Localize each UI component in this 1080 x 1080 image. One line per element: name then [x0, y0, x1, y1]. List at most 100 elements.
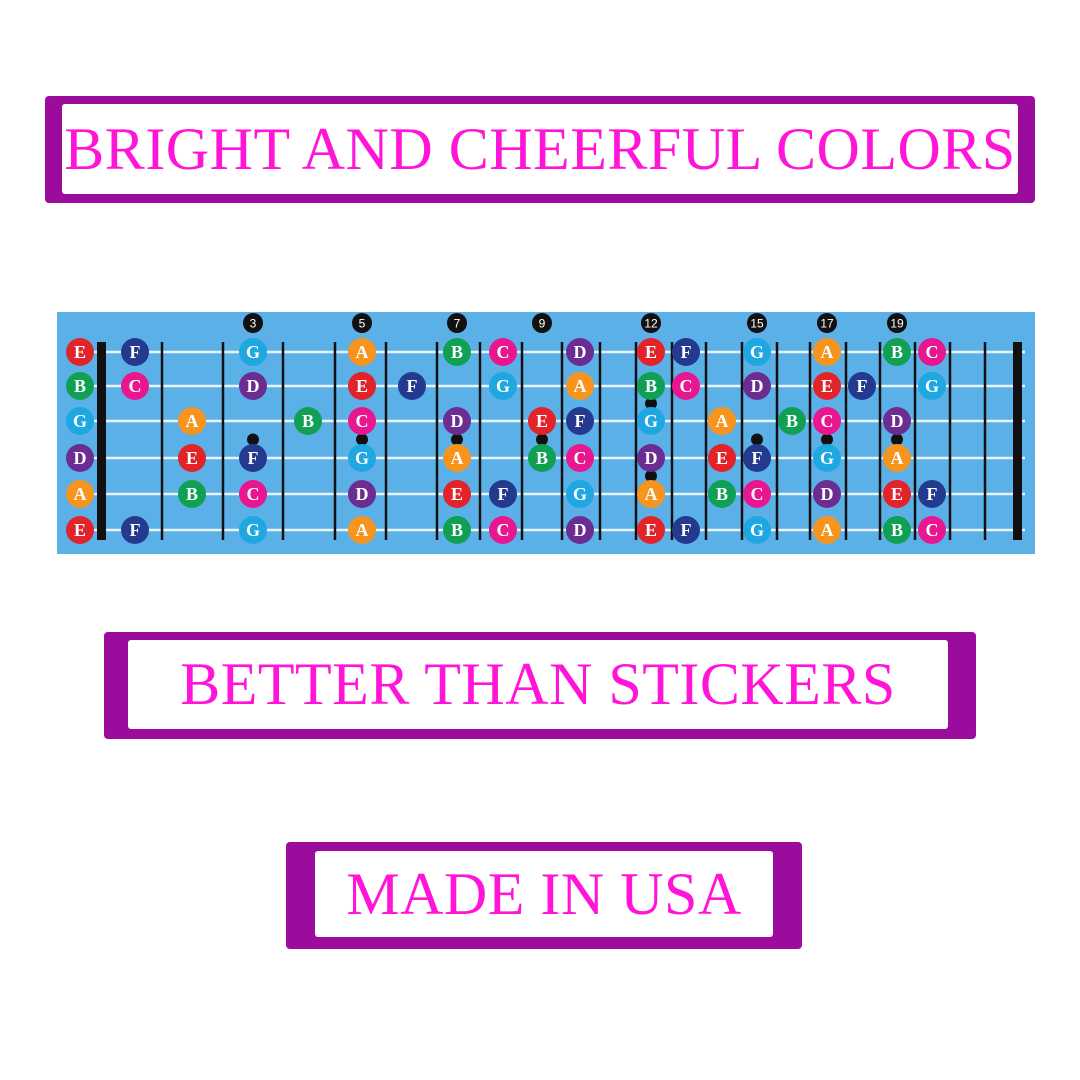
note-marker-c: [918, 516, 946, 544]
note-label: C: [356, 411, 369, 431]
note-label: G: [246, 342, 260, 362]
note-label: C: [574, 448, 587, 468]
note-marker-e: [528, 407, 556, 435]
note-marker-b: [443, 516, 471, 544]
note-label: F: [130, 520, 141, 540]
note-marker-b: [66, 372, 94, 400]
note-label: B: [74, 376, 86, 396]
fret-number-label: 17: [820, 317, 834, 331]
note-marker-b: [528, 444, 556, 472]
note-marker-g: [489, 372, 517, 400]
note-marker-e: [178, 444, 206, 472]
note-label: A: [645, 484, 658, 504]
note-label: D: [751, 376, 764, 396]
fret-number-marker: [817, 313, 837, 333]
fret-number-marker: [352, 313, 372, 333]
fret-number-label: 7: [454, 317, 461, 331]
note-label: B: [451, 342, 463, 362]
note-marker-d: [883, 407, 911, 435]
note-marker-d: [743, 372, 771, 400]
note-marker-a: [66, 480, 94, 508]
note-label: C: [680, 376, 693, 396]
note-marker-c: [813, 407, 841, 435]
fret-number-marker: [641, 313, 661, 333]
note-marker-g: [348, 444, 376, 472]
note-label: E: [536, 411, 548, 431]
note-marker-g: [566, 480, 594, 508]
note-label: F: [927, 484, 938, 504]
note-marker-d: [239, 372, 267, 400]
note-marker-f: [121, 338, 149, 366]
note-marker-b: [883, 338, 911, 366]
note-label: A: [356, 342, 369, 362]
note-label: C: [497, 520, 510, 540]
note-label: F: [681, 520, 692, 540]
note-marker-c: [489, 516, 517, 544]
note-label: D: [891, 411, 904, 431]
note-marker-e: [443, 480, 471, 508]
note-label: F: [248, 448, 259, 468]
note-marker-f: [672, 338, 700, 366]
note-label: G: [73, 411, 87, 431]
note-marker-g: [918, 372, 946, 400]
inlay-dot: [891, 433, 903, 446]
note-label: B: [536, 448, 548, 468]
inlay-dot: [821, 433, 833, 446]
note-label: B: [645, 376, 657, 396]
inlay-dot: [536, 433, 548, 446]
note-label: E: [186, 448, 198, 468]
fret-number-marker: [887, 313, 907, 333]
banner-text: BRIGHT AND CHEERFUL COLORS: [64, 115, 1016, 182]
note-label: A: [356, 520, 369, 540]
note-marker-a: [443, 444, 471, 472]
note-label: A: [891, 448, 904, 468]
note-marker-a: [813, 516, 841, 544]
note-marker-g: [743, 338, 771, 366]
inlay-dot: [645, 470, 657, 482]
banner-text: MADE IN USA: [346, 860, 742, 927]
note-marker-d: [813, 480, 841, 508]
note-marker-f: [121, 516, 149, 544]
banner-made-in-usa: MADE IN USA: [286, 842, 802, 949]
note-label: B: [786, 411, 798, 431]
note-marker-e: [708, 444, 736, 472]
note-label: A: [574, 376, 587, 396]
banner-text: BETTER THAN STICKERS: [180, 651, 896, 717]
note-marker-c: [918, 338, 946, 366]
fret-number-label: 19: [890, 317, 904, 331]
banner-bright-colors: BRIGHT AND CHEERFUL COLORS: [45, 96, 1035, 203]
note-label: A: [821, 342, 834, 362]
note-marker-f: [848, 372, 876, 400]
note-label: D: [821, 484, 834, 504]
note-label: G: [644, 411, 658, 431]
note-marker-e: [637, 516, 665, 544]
inlay-dot: [751, 433, 763, 446]
note-label: C: [821, 411, 834, 431]
note-label: G: [496, 376, 510, 396]
nut: [97, 342, 106, 540]
note-marker-a: [708, 407, 736, 435]
note-marker-e: [637, 338, 665, 366]
fret-number-label: 15: [750, 317, 764, 331]
note-label: A: [74, 484, 87, 504]
inlay-dot: [247, 433, 259, 446]
note-label: B: [716, 484, 728, 504]
note-label: D: [574, 342, 587, 362]
note-label: F: [857, 376, 868, 396]
note-marker-g: [239, 516, 267, 544]
note-label: E: [74, 342, 86, 362]
note-marker-c: [489, 338, 517, 366]
note-marker-b: [708, 480, 736, 508]
note-marker-d: [566, 516, 594, 544]
note-label: E: [645, 342, 657, 362]
note-label: F: [681, 342, 692, 362]
note-marker-e: [66, 338, 94, 366]
note-marker-c: [566, 444, 594, 472]
note-label: C: [751, 484, 764, 504]
fret-number-marker: [532, 313, 552, 333]
fret-number-marker: [747, 313, 767, 333]
note-label: C: [926, 342, 939, 362]
note-label: G: [355, 448, 369, 468]
inlay-dot: [356, 433, 368, 446]
note-marker-f: [672, 516, 700, 544]
